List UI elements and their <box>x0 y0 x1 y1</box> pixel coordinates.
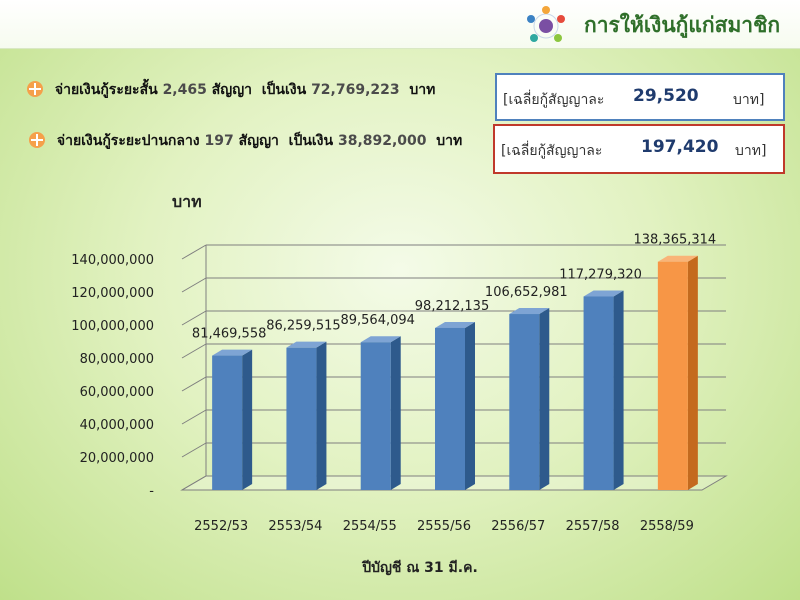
medium-term-summary: จ่ายเงินกู้ระยะปานกลาง 197 สัญญา เป็นเงิ… <box>28 130 462 152</box>
short-term-summary: จ่ายเงินกู้ระยะสั้น 2,465 สัญญา เป็นเงิน… <box>26 79 435 101</box>
bar <box>583 296 614 490</box>
y-gridline-depth <box>181 376 207 392</box>
bullet-icon <box>27 81 43 97</box>
bar-top <box>212 349 253 356</box>
y-gridline-depth <box>181 277 207 293</box>
bar-value-label: 106,652,981 <box>485 285 568 300</box>
y-tick-label: 140,000,000 <box>71 253 154 268</box>
x-tick-label: 2557/58 <box>566 519 620 534</box>
bar-top <box>286 341 327 348</box>
bullet-icon <box>29 132 45 148</box>
y-axis-unit-label: บาท <box>172 192 202 211</box>
bar <box>212 355 243 490</box>
short-term-avg-value: 29,520 <box>633 86 699 106</box>
x-tick-label: 2558/59 <box>640 519 694 534</box>
x-axis-title: ปีบัญชี ณ 31 มี.ค. <box>362 560 478 576</box>
bar-top <box>435 321 475 328</box>
medium-term-contracts-unit: สัญญา <box>238 133 279 149</box>
short-term-contracts-unit: สัญญา <box>211 82 252 98</box>
y-gridline-depth <box>181 244 207 260</box>
short-term-amount-label: เป็นเงิน <box>261 82 307 98</box>
header-bar: การให้เงินกู้แก่สมาชิก <box>0 0 800 49</box>
y-gridline-depth <box>181 343 207 359</box>
medium-term-avg-value: 197,420 <box>641 137 719 157</box>
bar-side <box>687 255 698 490</box>
short-term-avg-unit: บาท] <box>733 92 765 108</box>
bar-top <box>657 255 698 262</box>
y-gridline-depth <box>181 310 207 326</box>
bar <box>509 314 540 490</box>
medium-term-label: จ่ายเงินกู้ระยะปานกลาง <box>56 133 200 149</box>
x-tick-label: 2552/53 <box>194 519 248 534</box>
bar-side <box>242 349 253 490</box>
short-term-avg-label: [เฉลี่ยกู้สัญญาละ <box>503 92 605 108</box>
bar-top <box>509 308 550 315</box>
medium-term-contracts: 197 <box>204 133 234 149</box>
y-tick-label: 60,000,000 <box>80 385 154 400</box>
short-term-amount-unit: บาท <box>409 82 436 98</box>
y-tick-label: 80,000,000 <box>80 352 154 367</box>
y-tick-label: 120,000,000 <box>71 286 154 301</box>
short-term-label: จ่ายเงินกู้ระยะสั้น <box>54 82 158 98</box>
bar <box>286 347 317 490</box>
bar-side <box>465 321 475 490</box>
bar-side <box>613 290 624 490</box>
y-tick-label: 100,000,000 <box>71 319 154 334</box>
bar-side <box>539 308 550 490</box>
y-gridline-depth <box>181 409 207 425</box>
bar-value-label: 81,469,558 <box>192 327 266 342</box>
medium-term-amount-label: เป็นเงิน <box>288 133 334 149</box>
y-tick-label: 20,000,000 <box>80 451 154 466</box>
y-tick-label: 40,000,000 <box>80 418 154 433</box>
bar-value-label: 89,564,094 <box>340 313 414 328</box>
bar-value-label: 117,279,320 <box>559 267 642 282</box>
bar-value-label: 138,365,314 <box>633 233 716 248</box>
short-term-average-box: [เฉลี่ยกู้สัญญาละ 29,520 บาท] <box>495 73 785 121</box>
page-title: การให้เงินกู้แก่สมาชิก <box>584 13 781 37</box>
bar-value-label: 98,212,135 <box>415 299 489 314</box>
bar-side <box>390 336 401 490</box>
bar-side <box>316 341 327 490</box>
short-term-amount: 72,769,223 <box>311 82 400 98</box>
medium-term-average-box: [เฉลี่ยกู้สัญญาละ 197,420 บาท] <box>493 124 785 174</box>
x-tick-label: 2553/54 <box>268 519 322 534</box>
bar-top <box>360 336 401 343</box>
bar-value-label: 86,259,515 <box>266 319 340 334</box>
medium-term-avg-label: [เฉลี่ยกู้สัญญาละ <box>501 143 603 159</box>
x-tick-label: 2554/55 <box>343 519 397 534</box>
network-logo-icon <box>527 6 565 42</box>
short-term-contracts: 2,465 <box>162 82 207 98</box>
bar-top <box>583 290 624 297</box>
bar <box>435 327 465 490</box>
y-gridline-depth <box>181 475 207 491</box>
bar <box>657 261 688 490</box>
medium-term-amount-unit: บาท <box>436 133 463 149</box>
x-tick-label: 2555/56 <box>417 519 471 534</box>
x-tick-label: 2556/57 <box>491 519 545 534</box>
medium-term-amount: 38,892,000 <box>337 133 427 149</box>
y-gridline-depth <box>181 442 207 458</box>
bar <box>360 342 391 490</box>
y-tick-label: - <box>149 484 154 499</box>
medium-term-avg-unit: บาท] <box>735 143 767 159</box>
